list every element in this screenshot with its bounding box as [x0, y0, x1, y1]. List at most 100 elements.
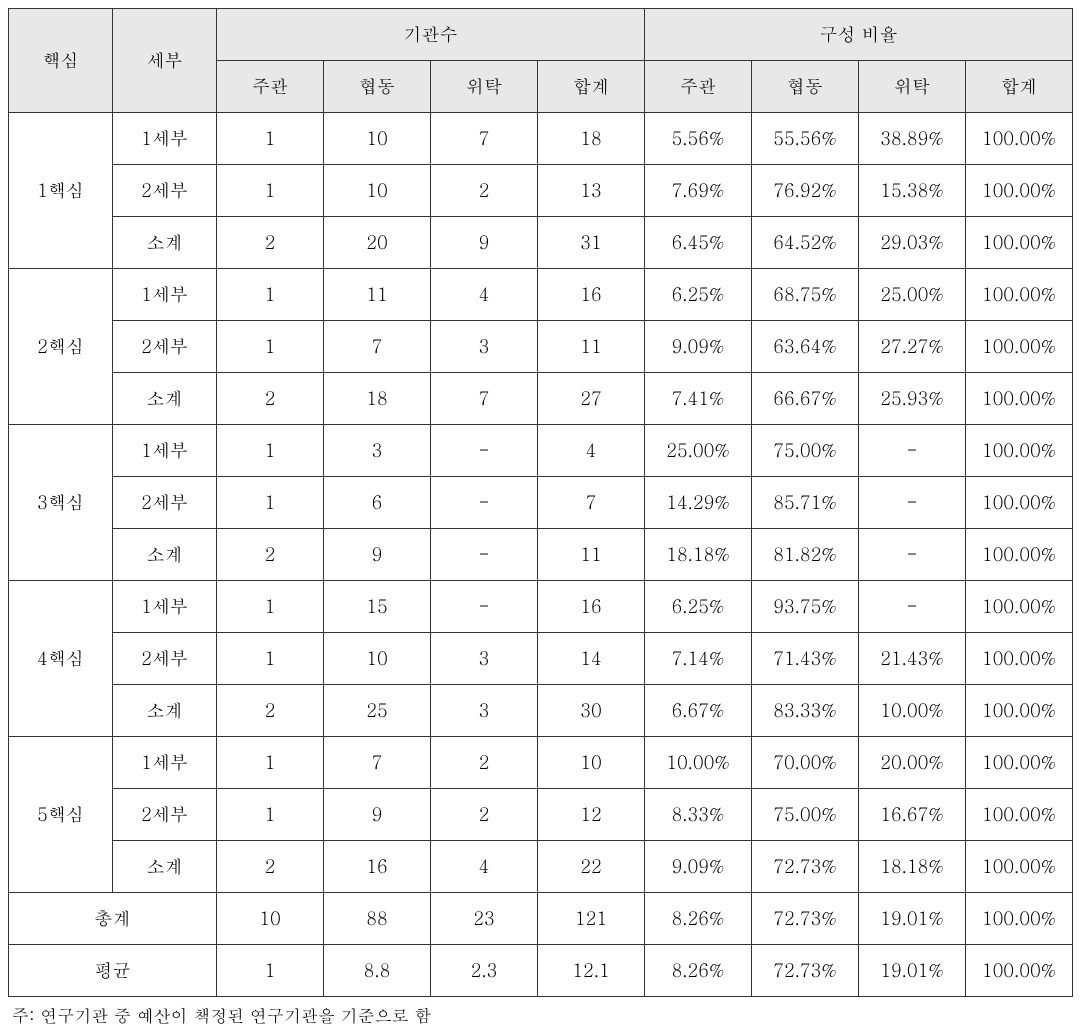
count-cell: 9 — [431, 217, 538, 269]
count-cell: 1 — [217, 269, 324, 321]
count-cell: 1 — [217, 165, 324, 217]
count-cell: 1 — [217, 581, 324, 633]
detail-cell: 1세부 — [113, 425, 217, 477]
count-cell: 27 — [538, 373, 645, 425]
count-cell: 10 — [217, 893, 324, 945]
count-cell: 31 — [538, 217, 645, 269]
count-cell: 7 — [538, 477, 645, 529]
count-cell: 10 — [324, 165, 431, 217]
ratio-cell: 55.56% — [752, 113, 859, 165]
detail-cell: 1세부 — [113, 113, 217, 165]
count-cell: 2.3 — [431, 945, 538, 997]
ratio-cell: 100.00% — [966, 685, 1073, 737]
count-cell: - — [431, 581, 538, 633]
detail-cell: 2세부 — [113, 477, 217, 529]
ratio-cell: 100.00% — [966, 633, 1073, 685]
ratio-cell: 10.00% — [645, 737, 752, 789]
table-row: 2세부192128.33%75.00%16.67%100.00% — [9, 789, 1073, 841]
count-cell: 16 — [324, 841, 431, 893]
core-cell: 2핵심 — [9, 269, 113, 425]
ratio-cell: 68.75% — [752, 269, 859, 321]
ratio-cell: 100.00% — [966, 945, 1073, 997]
detail-cell: 소계 — [113, 217, 217, 269]
ratio-cell: 100.00% — [966, 113, 1073, 165]
header-ratio-col: 주관 — [645, 61, 752, 113]
ratio-cell: 15.38% — [859, 165, 966, 217]
table-row: 2핵심1세부1114166.25%68.75%25.00%100.00% — [9, 269, 1073, 321]
ratio-cell: 100.00% — [966, 581, 1073, 633]
count-cell: 121 — [538, 893, 645, 945]
count-cell: 11 — [324, 269, 431, 321]
header-ratio-col: 합계 — [966, 61, 1073, 113]
table-header: 핵심 세부 기관수 구성 비율 주관 협동 위탁 합계 주관 협동 위탁 합계 — [9, 9, 1073, 113]
core-cell: 4핵심 — [9, 581, 113, 737]
ratio-cell: 75.00% — [752, 789, 859, 841]
ratio-cell: 25.00% — [645, 425, 752, 477]
ratio-cell: - — [859, 581, 966, 633]
ratio-cell: 100.00% — [966, 165, 1073, 217]
table-row: 2세부16-714.29%85.71%-100.00% — [9, 477, 1073, 529]
ratio-cell: 27.27% — [859, 321, 966, 373]
count-cell: - — [431, 529, 538, 581]
ratio-cell: 100.00% — [966, 893, 1073, 945]
footnote: 주: 연구기관 중 예산이 책정된 연구기관을 기준으로 함 — [8, 1003, 1072, 1027]
ratio-cell: 76.92% — [752, 165, 859, 217]
count-cell: 1 — [217, 425, 324, 477]
table-row: 4핵심1세부115-166.25%93.75%-100.00% — [9, 581, 1073, 633]
table-row: 평균18.82.312.18.26%72.73%19.01%100.00% — [9, 945, 1073, 997]
ratio-cell: 19.01% — [859, 893, 966, 945]
ratio-cell: 8.26% — [645, 893, 752, 945]
count-cell: 25 — [324, 685, 431, 737]
count-cell: 1 — [217, 633, 324, 685]
detail-cell: 소계 — [113, 685, 217, 737]
ratio-cell: 10.00% — [859, 685, 966, 737]
ratio-cell: 25.00% — [859, 269, 966, 321]
header-count-col: 위탁 — [431, 61, 538, 113]
ratio-cell: 14.29% — [645, 477, 752, 529]
count-cell: 15 — [324, 581, 431, 633]
count-cell: 11 — [538, 529, 645, 581]
ratio-cell: 100.00% — [966, 373, 1073, 425]
count-cell: 18 — [324, 373, 431, 425]
count-cell: 1 — [217, 113, 324, 165]
header-count-col: 협동 — [324, 61, 431, 113]
header-core: 핵심 — [9, 9, 113, 113]
detail-cell: 1세부 — [113, 269, 217, 321]
ratio-cell: 100.00% — [966, 841, 1073, 893]
count-cell: 10 — [538, 737, 645, 789]
count-cell: 16 — [538, 269, 645, 321]
count-cell: 2 — [217, 217, 324, 269]
count-cell: 4 — [431, 841, 538, 893]
ratio-cell: 29.03% — [859, 217, 966, 269]
count-cell: 3 — [431, 321, 538, 373]
detail-cell: 소계 — [113, 841, 217, 893]
table-row: 5핵심1세부1721010.00%70.00%20.00%100.00% — [9, 737, 1073, 789]
table-body: 1핵심1세부1107185.56%55.56%38.89%100.00%2세부1… — [9, 113, 1073, 997]
ratio-cell: 100.00% — [966, 789, 1073, 841]
ratio-cell: 20.00% — [859, 737, 966, 789]
ratio-cell: 71.43% — [752, 633, 859, 685]
table-row: 소계2209316.45%64.52%29.03%100.00% — [9, 217, 1073, 269]
ratio-cell: 8.33% — [645, 789, 752, 841]
header-count-col: 주관 — [217, 61, 324, 113]
ratio-cell: 85.71% — [752, 477, 859, 529]
count-cell: 3 — [324, 425, 431, 477]
count-cell: - — [431, 477, 538, 529]
ratio-cell: 18.18% — [645, 529, 752, 581]
count-cell: 4 — [538, 425, 645, 477]
ratio-cell: 100.00% — [966, 321, 1073, 373]
table-row: 1핵심1세부1107185.56%55.56%38.89%100.00% — [9, 113, 1073, 165]
core-cell: 3핵심 — [9, 425, 113, 581]
ratio-cell: - — [859, 425, 966, 477]
count-cell: 8.8 — [324, 945, 431, 997]
ratio-cell: 16.67% — [859, 789, 966, 841]
detail-cell: 소계 — [113, 373, 217, 425]
count-cell: 10 — [324, 633, 431, 685]
header-count-col: 합계 — [538, 61, 645, 113]
ratio-cell: 83.33% — [752, 685, 859, 737]
ratio-cell: 72.73% — [752, 945, 859, 997]
total-label: 총계 — [9, 893, 217, 945]
count-cell: 1 — [217, 945, 324, 997]
table-row: 3핵심1세부13-425.00%75.00%-100.00% — [9, 425, 1073, 477]
ratio-cell: 100.00% — [966, 529, 1073, 581]
